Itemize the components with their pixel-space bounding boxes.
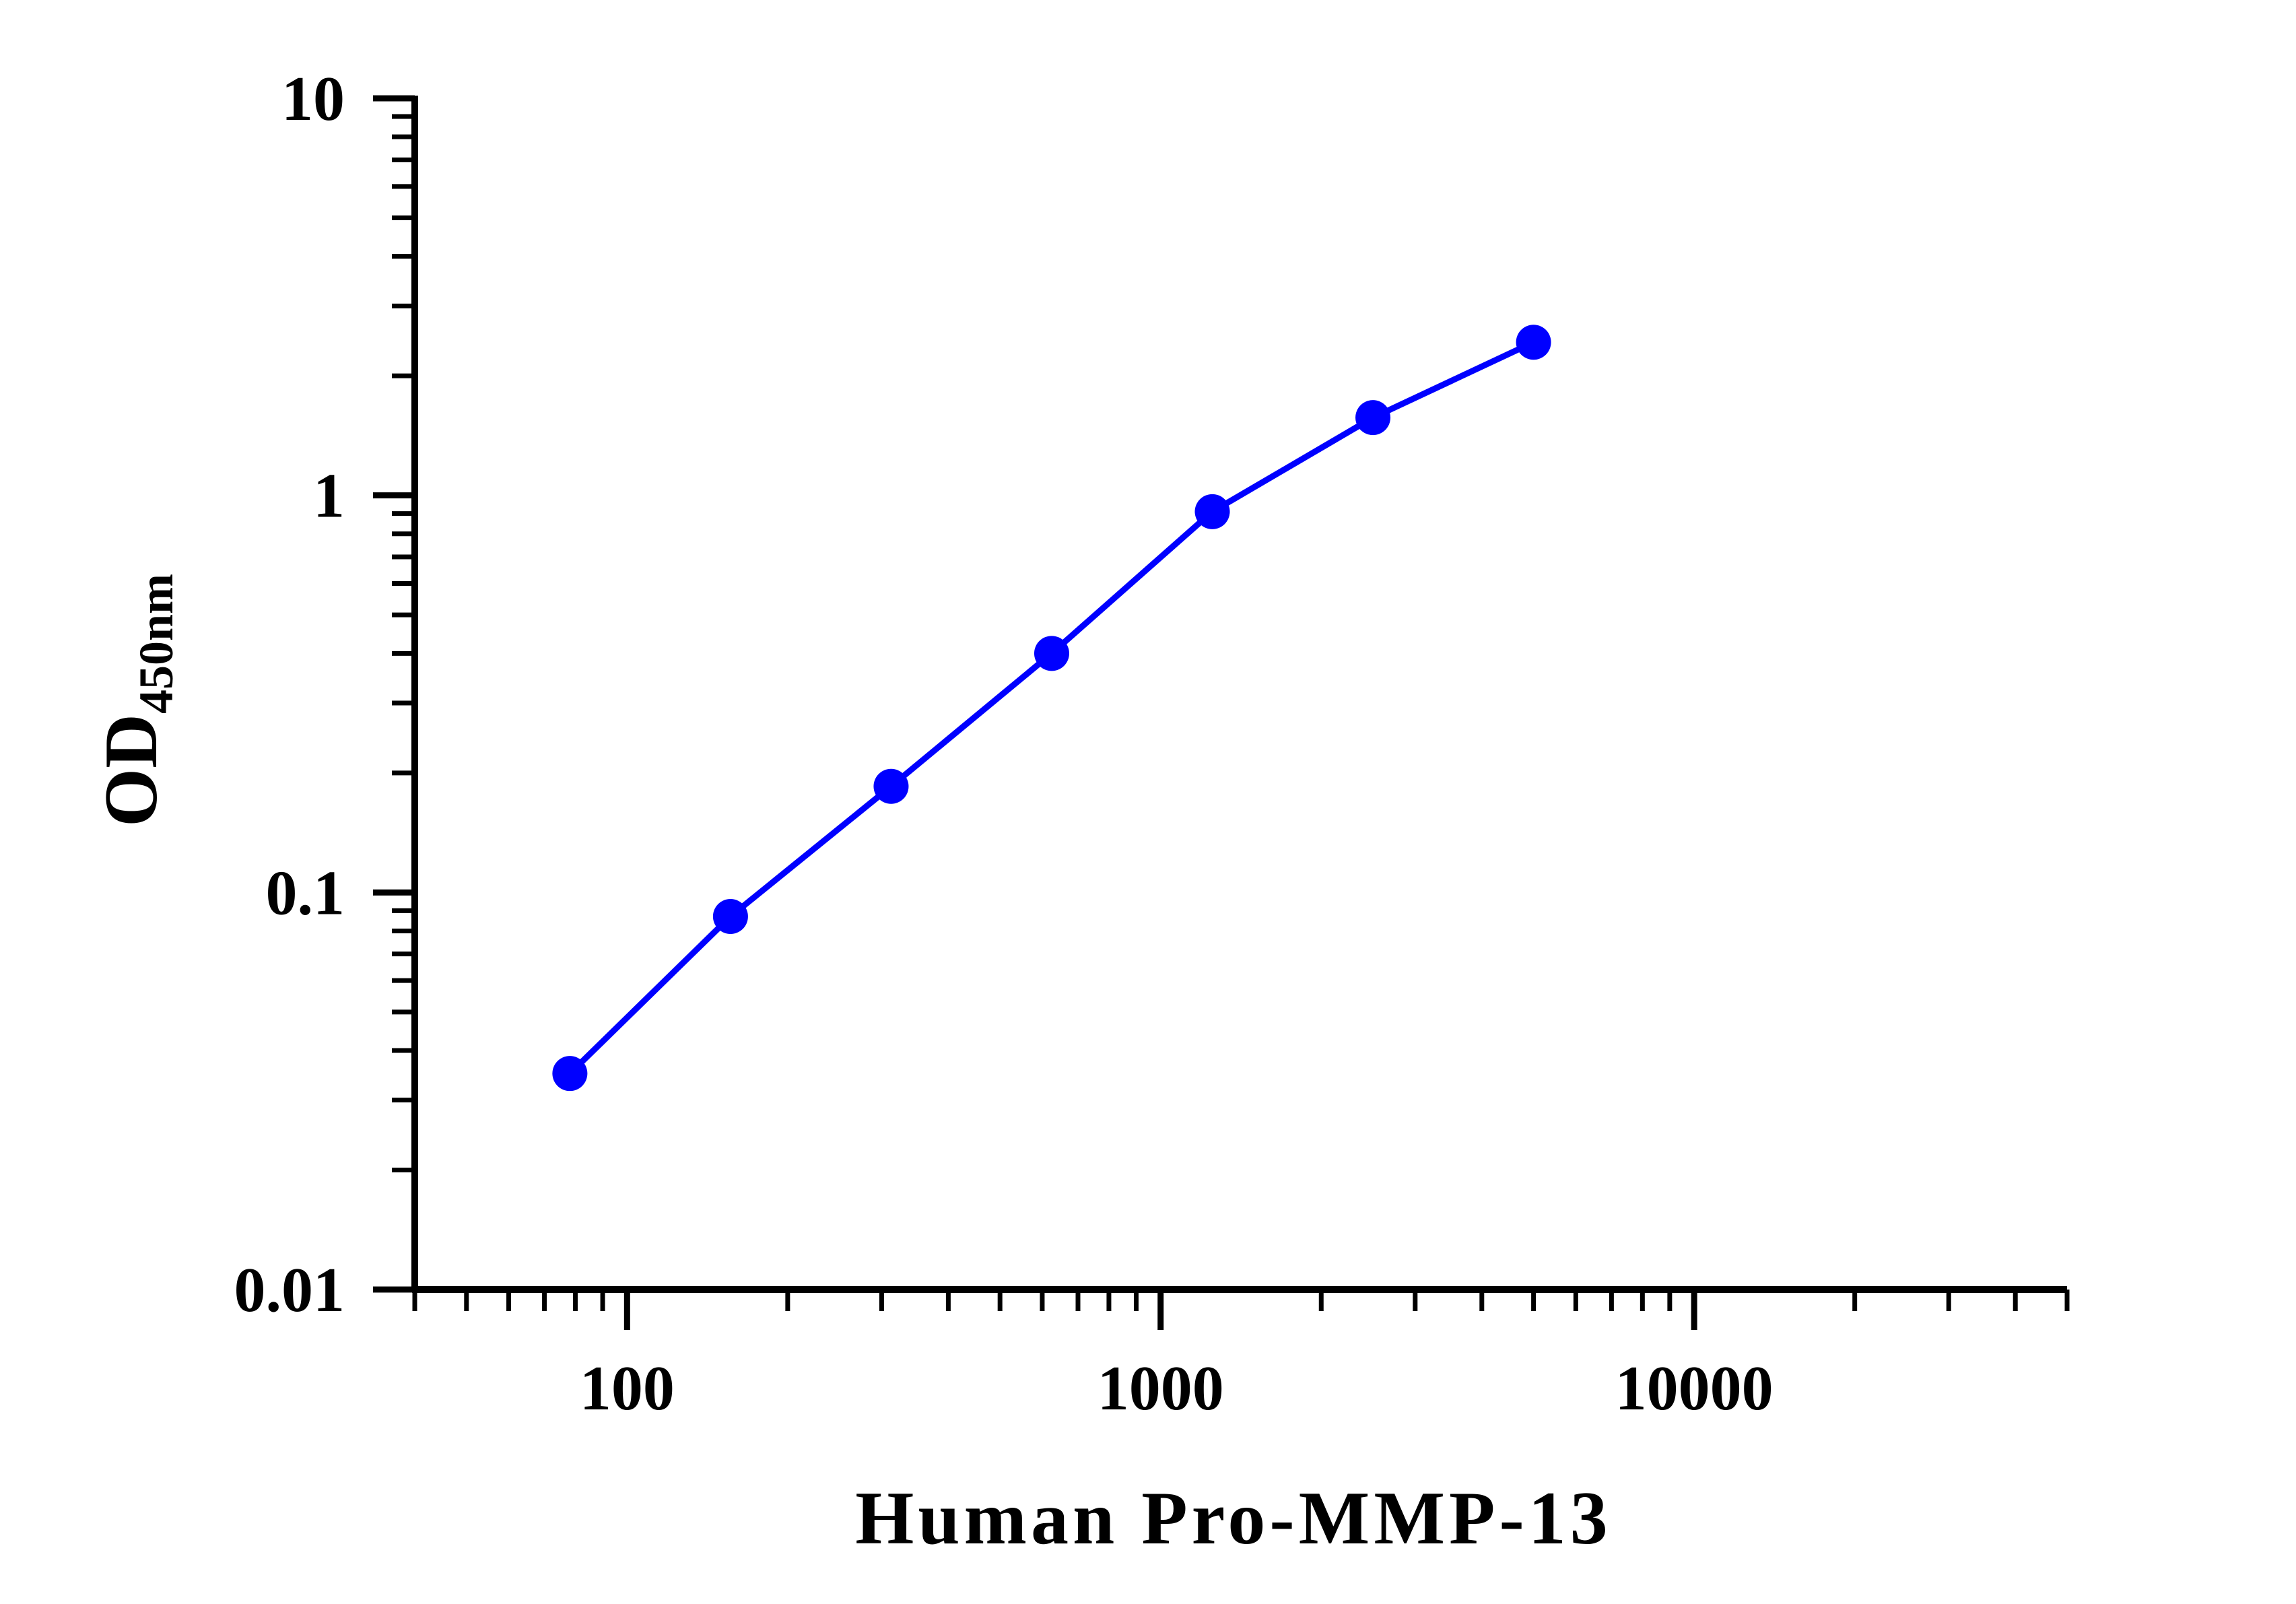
y-tick-label: 0.01 — [234, 1255, 345, 1325]
x-tick-label: 10000 — [1615, 1354, 1774, 1424]
series-line — [568, 339, 1535, 1076]
data-point — [1194, 494, 1230, 529]
data-point — [1034, 636, 1069, 671]
y-tick-label: 0.1 — [266, 858, 345, 928]
x-axis-ticks: 100 1000 10000 — [412, 1290, 2070, 1424]
data-series — [552, 325, 1551, 1092]
x-tick-label: 1000 — [1098, 1354, 1224, 1424]
data-point — [1355, 400, 1391, 436]
data-point — [1516, 325, 1551, 360]
y-tick-label: 10 — [281, 64, 345, 134]
y-axis-title-subscript: 450nm — [129, 574, 183, 714]
axes — [411, 96, 2067, 1293]
data-point — [712, 898, 748, 934]
x-axis-title: Human Pro-MMP-13 — [855, 1477, 1612, 1560]
y-axis-title: OD450nm — [90, 574, 183, 827]
data-point — [552, 1056, 588, 1092]
y-tick-label: 1 — [313, 461, 345, 531]
y-axis-ticks: 0.01 0.1 1 10 — [234, 64, 415, 1325]
data-point — [873, 768, 909, 804]
y-axis-title-main: OD — [90, 714, 173, 827]
x-tick-label: 100 — [580, 1354, 675, 1424]
